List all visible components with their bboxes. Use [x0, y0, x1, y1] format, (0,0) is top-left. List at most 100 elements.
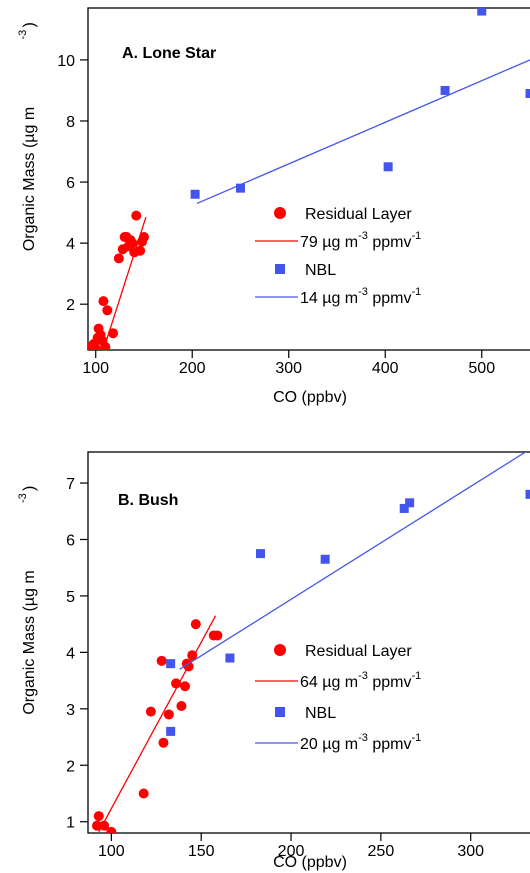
point [138, 788, 149, 799]
fit-line [98, 615, 217, 833]
plot-frame [87, 451, 530, 834]
y-tick-label: 4 [66, 645, 75, 662]
point [225, 653, 235, 663]
point [525, 489, 530, 499]
superscript: -3 [358, 732, 368, 744]
point [145, 706, 156, 717]
x-tick-label: 500 [468, 360, 495, 377]
x-tick-label: 300 [275, 360, 302, 377]
legend-label: 79 µg m-3 ppmv-1 [300, 230, 421, 251]
text-part: ) [21, 486, 38, 491]
superscript: -3 [17, 493, 29, 503]
panel: 1 2 3 4 5 6 7 100 150 200 250 300 CO (ppbv) Organic M… [17, 451, 530, 871]
superscript: -3 [358, 670, 368, 682]
fit-line [179, 452, 527, 670]
legend-label: Residual Layer [305, 206, 412, 223]
legend-marker [274, 207, 286, 219]
plot-frame [87, 7, 530, 351]
point [102, 305, 113, 316]
superscript: -1 [412, 286, 422, 298]
y-tick-label: 1 [66, 815, 75, 832]
point [440, 85, 450, 95]
legend-label: 64 µg m-3 ppmv-1 [300, 670, 421, 691]
point [99, 820, 110, 831]
chart-title: A. Lone Star [122, 45, 216, 62]
x-axis-label: CO (ppbv) [273, 854, 347, 871]
point [158, 737, 169, 748]
fit-line [196, 59, 530, 205]
legend-marker [275, 264, 285, 274]
point [166, 659, 176, 669]
y-tick-label: 8 [66, 114, 75, 131]
text-part: ) [21, 22, 38, 27]
text-part: ppmv [368, 290, 412, 307]
y-tick-label: 3 [66, 702, 75, 719]
point [212, 630, 223, 641]
x-tick-label: 400 [372, 360, 399, 377]
y-tick-label: 6 [66, 175, 75, 192]
superscript: -3 [17, 30, 29, 40]
superscript: -1 [412, 230, 422, 242]
point [166, 726, 176, 736]
point [255, 549, 265, 559]
text-part: Organic Mass (µg m [21, 107, 38, 251]
chart-title: B. Bush [118, 492, 178, 509]
y-tick-label: 10 [57, 53, 75, 70]
point [98, 296, 109, 307]
point [383, 162, 393, 172]
legend-marker [275, 707, 285, 717]
legend-marker [274, 644, 286, 656]
superscript: -1 [412, 670, 422, 682]
point [180, 681, 191, 692]
text-part: ppmv [368, 234, 412, 251]
point [190, 619, 201, 630]
text-part: 64 µg m [300, 674, 358, 691]
point [163, 709, 174, 720]
plot-area [91, 452, 530, 833]
y-tick-label: 2 [66, 758, 75, 775]
point [106, 826, 117, 833]
fit-line [103, 216, 147, 348]
text-part: ppmv [368, 736, 412, 753]
x-tick-label: 200 [278, 843, 305, 860]
y-tick-label: 2 [66, 297, 75, 314]
x-tick-label: 150 [188, 843, 215, 860]
text-part: Organic Mass (µg m [21, 570, 38, 714]
point [399, 503, 409, 513]
x-axis-label: CO (ppbv) [273, 389, 347, 406]
legend-label: 20 µg m-3 ppmv-1 [300, 732, 421, 753]
superscript: -3 [358, 286, 368, 298]
panel: 2 4 6 8 10 100 200 300 400 500 CO (ppbv) Organic Ma… [17, 7, 530, 406]
point [235, 183, 245, 193]
text-part: 14 µg m [300, 290, 358, 307]
point [108, 328, 119, 339]
point [405, 498, 415, 508]
x-tick-label: 250 [368, 843, 395, 860]
point [135, 245, 146, 256]
superscript: -1 [412, 732, 422, 744]
point [93, 811, 104, 822]
point [127, 238, 138, 249]
y-tick-label: 4 [66, 236, 75, 253]
y-tick-label: 7 [66, 476, 75, 493]
legend-label: NBL [305, 705, 336, 722]
text-part: 79 µg m [300, 234, 358, 251]
y-axis-label: Organic Mass (µg m -3) [17, 22, 38, 251]
y-axis-label-group: Organic Mass (µg m -3) [17, 22, 38, 251]
x-tick-label: 200 [179, 360, 206, 377]
text-part: ppmv [368, 674, 412, 691]
point [156, 655, 167, 666]
superscript: -3 [358, 230, 368, 242]
x-tick-label: 100 [82, 360, 109, 377]
legend-label: Residual Layer [305, 643, 412, 660]
y-tick-label: 6 [66, 532, 75, 549]
point [190, 189, 200, 199]
point [187, 650, 198, 661]
point [171, 678, 182, 689]
x-tick-label: 100 [98, 843, 125, 860]
y-axis-label: Organic Mass (µg m -3) [17, 486, 38, 715]
y-axis-label-group: Organic Mass (µg m -3) [17, 486, 38, 715]
point [138, 232, 149, 243]
x-tick-label: 300 [457, 843, 484, 860]
